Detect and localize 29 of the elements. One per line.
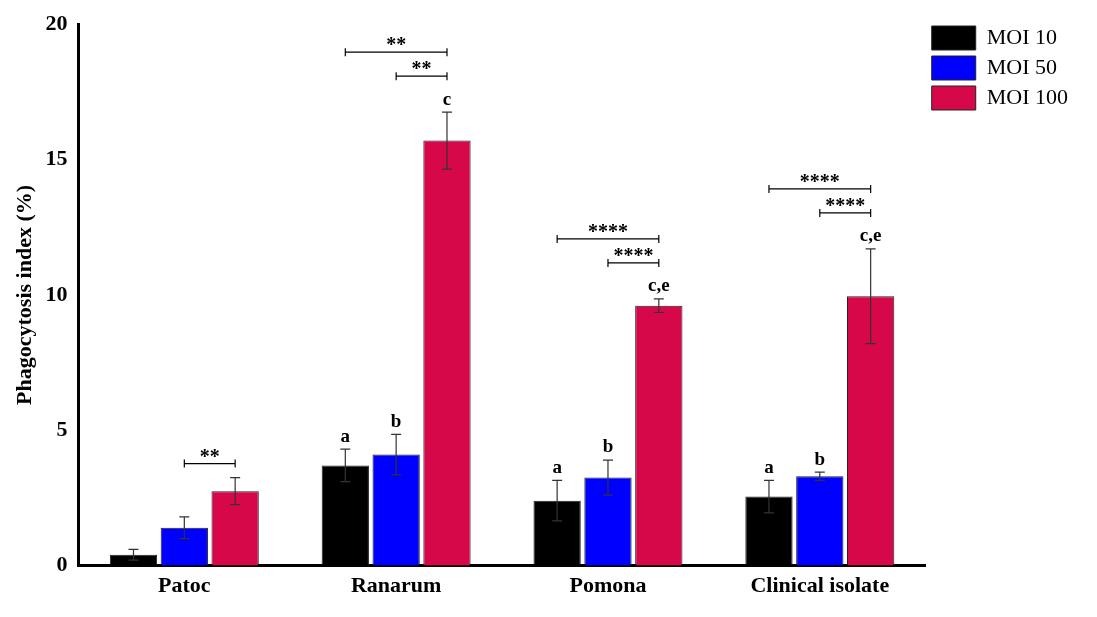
annotation: **** (587, 220, 628, 243)
data-label: b (602, 435, 614, 457)
annotation: ** (386, 33, 407, 56)
y-tick-label: 15 (45, 145, 68, 171)
annotation: ** (411, 57, 432, 80)
y-axis-title: Phagocytosis index (%) (10, 184, 36, 405)
data-label: c,e (859, 224, 882, 246)
x-tick-label: Patoc (158, 572, 211, 598)
legend-label: MOI 100 (986, 83, 1069, 109)
y-tick-label: 20 (45, 9, 68, 35)
annotation: **** (799, 170, 840, 193)
annotation: **** (613, 244, 654, 267)
y-tick-label: 10 (45, 280, 68, 306)
x-tick-label: Ranarum (350, 572, 442, 598)
y-tick-label: 5 (56, 415, 68, 441)
annotation: **** (825, 194, 866, 217)
annotation: ** (199, 444, 220, 467)
x-tick-label: Clinical isolate (750, 572, 890, 598)
data-label: a (764, 455, 775, 477)
data-label: b (814, 447, 826, 469)
y-tick-label: 0 (56, 551, 68, 577)
x-tick-label: Pomona (569, 572, 647, 598)
data-label: a (552, 455, 563, 477)
data-label: a (340, 424, 351, 446)
legend-label: MOI 10 (986, 23, 1058, 49)
legend-label: MOI 50 (986, 53, 1058, 79)
data-label: c (442, 87, 452, 109)
data-label: c,e (648, 274, 670, 296)
data-label: b (390, 409, 402, 431)
